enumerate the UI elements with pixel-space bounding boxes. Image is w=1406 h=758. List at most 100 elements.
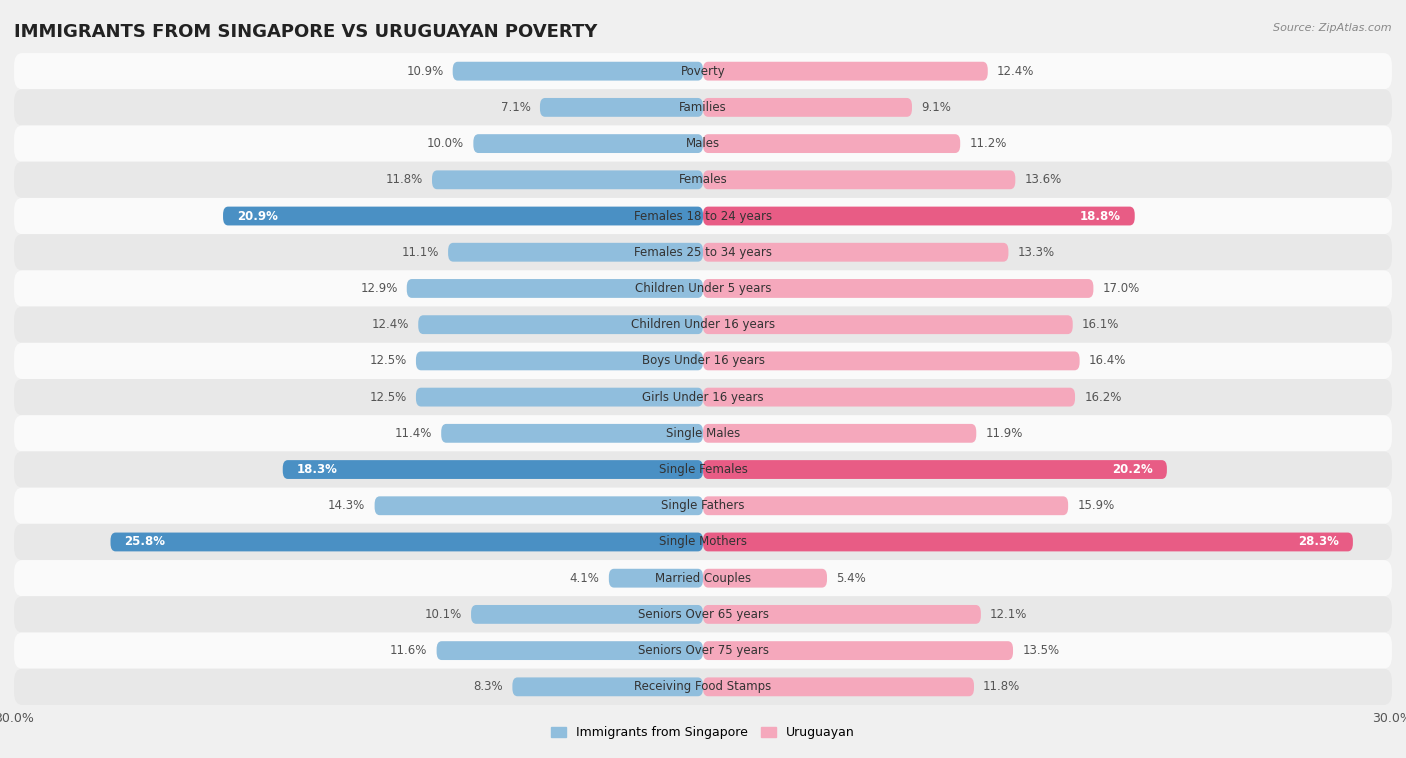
- FancyBboxPatch shape: [416, 387, 703, 406]
- Text: 4.1%: 4.1%: [569, 572, 599, 584]
- Text: 11.9%: 11.9%: [986, 427, 1022, 440]
- Text: Single Mothers: Single Mothers: [659, 535, 747, 549]
- Text: 12.1%: 12.1%: [990, 608, 1028, 621]
- Text: 13.6%: 13.6%: [1025, 174, 1062, 186]
- FancyBboxPatch shape: [437, 641, 703, 660]
- FancyBboxPatch shape: [14, 271, 1392, 306]
- Text: Seniors Over 75 years: Seniors Over 75 years: [637, 644, 769, 657]
- Text: Single Females: Single Females: [658, 463, 748, 476]
- Text: 12.4%: 12.4%: [371, 318, 409, 331]
- Text: 7.1%: 7.1%: [501, 101, 531, 114]
- Text: 25.8%: 25.8%: [124, 535, 166, 549]
- FancyBboxPatch shape: [453, 61, 703, 80]
- Text: IMMIGRANTS FROM SINGAPORE VS URUGUAYAN POVERTY: IMMIGRANTS FROM SINGAPORE VS URUGUAYAN P…: [14, 23, 598, 41]
- Text: 28.3%: 28.3%: [1298, 535, 1339, 549]
- FancyBboxPatch shape: [449, 243, 703, 262]
- FancyBboxPatch shape: [441, 424, 703, 443]
- FancyBboxPatch shape: [14, 161, 1392, 198]
- FancyBboxPatch shape: [14, 198, 1392, 234]
- FancyBboxPatch shape: [703, 605, 981, 624]
- FancyBboxPatch shape: [703, 98, 912, 117]
- Text: 13.3%: 13.3%: [1018, 246, 1054, 258]
- Text: 11.4%: 11.4%: [395, 427, 432, 440]
- Text: 11.6%: 11.6%: [389, 644, 427, 657]
- FancyBboxPatch shape: [703, 352, 1080, 371]
- FancyBboxPatch shape: [703, 207, 1135, 225]
- Text: Receiving Food Stamps: Receiving Food Stamps: [634, 681, 772, 694]
- Text: Females 18 to 24 years: Females 18 to 24 years: [634, 209, 772, 223]
- FancyBboxPatch shape: [111, 533, 703, 551]
- Text: 12.5%: 12.5%: [370, 355, 406, 368]
- Text: Girls Under 16 years: Girls Under 16 years: [643, 390, 763, 403]
- FancyBboxPatch shape: [14, 415, 1392, 452]
- Text: 10.9%: 10.9%: [406, 64, 443, 77]
- Text: Males: Males: [686, 137, 720, 150]
- FancyBboxPatch shape: [703, 279, 1094, 298]
- Text: 8.3%: 8.3%: [474, 681, 503, 694]
- FancyBboxPatch shape: [14, 669, 1392, 705]
- FancyBboxPatch shape: [512, 678, 703, 697]
- Text: 18.3%: 18.3%: [297, 463, 337, 476]
- Text: 16.2%: 16.2%: [1084, 390, 1122, 403]
- FancyBboxPatch shape: [224, 207, 703, 225]
- Text: 11.8%: 11.8%: [983, 681, 1021, 694]
- FancyBboxPatch shape: [703, 315, 1073, 334]
- FancyBboxPatch shape: [14, 343, 1392, 379]
- FancyBboxPatch shape: [703, 533, 1353, 551]
- FancyBboxPatch shape: [418, 315, 703, 334]
- Text: Boys Under 16 years: Boys Under 16 years: [641, 355, 765, 368]
- FancyBboxPatch shape: [703, 134, 960, 153]
- FancyBboxPatch shape: [14, 306, 1392, 343]
- Text: 11.8%: 11.8%: [385, 174, 423, 186]
- FancyBboxPatch shape: [703, 171, 1015, 190]
- Text: 11.2%: 11.2%: [969, 137, 1007, 150]
- Text: Families: Families: [679, 101, 727, 114]
- Text: Females: Females: [679, 174, 727, 186]
- Text: 13.5%: 13.5%: [1022, 644, 1059, 657]
- FancyBboxPatch shape: [471, 605, 703, 624]
- Text: 10.1%: 10.1%: [425, 608, 461, 621]
- Text: 16.4%: 16.4%: [1088, 355, 1126, 368]
- Text: Poverty: Poverty: [681, 64, 725, 77]
- Text: Children Under 5 years: Children Under 5 years: [634, 282, 772, 295]
- FancyBboxPatch shape: [416, 352, 703, 371]
- Text: Single Males: Single Males: [666, 427, 740, 440]
- FancyBboxPatch shape: [14, 379, 1392, 415]
- Legend: Immigrants from Singapore, Uruguayan: Immigrants from Singapore, Uruguayan: [547, 722, 859, 744]
- FancyBboxPatch shape: [703, 424, 976, 443]
- FancyBboxPatch shape: [703, 568, 827, 587]
- FancyBboxPatch shape: [14, 487, 1392, 524]
- Text: 12.4%: 12.4%: [997, 64, 1035, 77]
- FancyBboxPatch shape: [14, 234, 1392, 271]
- FancyBboxPatch shape: [14, 524, 1392, 560]
- FancyBboxPatch shape: [14, 89, 1392, 126]
- FancyBboxPatch shape: [14, 632, 1392, 669]
- FancyBboxPatch shape: [14, 452, 1392, 487]
- FancyBboxPatch shape: [14, 597, 1392, 632]
- Text: 16.1%: 16.1%: [1083, 318, 1119, 331]
- FancyBboxPatch shape: [14, 126, 1392, 161]
- Text: 5.4%: 5.4%: [837, 572, 866, 584]
- FancyBboxPatch shape: [432, 171, 703, 190]
- Text: Married Couples: Married Couples: [655, 572, 751, 584]
- Text: Seniors Over 65 years: Seniors Over 65 years: [637, 608, 769, 621]
- FancyBboxPatch shape: [703, 678, 974, 697]
- FancyBboxPatch shape: [14, 560, 1392, 597]
- FancyBboxPatch shape: [406, 279, 703, 298]
- FancyBboxPatch shape: [703, 641, 1012, 660]
- FancyBboxPatch shape: [609, 568, 703, 587]
- Text: 12.5%: 12.5%: [370, 390, 406, 403]
- Text: 11.1%: 11.1%: [402, 246, 439, 258]
- FancyBboxPatch shape: [540, 98, 703, 117]
- FancyBboxPatch shape: [703, 460, 1167, 479]
- FancyBboxPatch shape: [703, 496, 1069, 515]
- FancyBboxPatch shape: [703, 243, 1008, 262]
- Text: 14.3%: 14.3%: [328, 500, 366, 512]
- FancyBboxPatch shape: [703, 387, 1076, 406]
- Text: 15.9%: 15.9%: [1077, 500, 1115, 512]
- Text: 10.0%: 10.0%: [427, 137, 464, 150]
- Text: 20.9%: 20.9%: [236, 209, 278, 223]
- Text: 20.2%: 20.2%: [1112, 463, 1153, 476]
- Text: 18.8%: 18.8%: [1080, 209, 1121, 223]
- FancyBboxPatch shape: [374, 496, 703, 515]
